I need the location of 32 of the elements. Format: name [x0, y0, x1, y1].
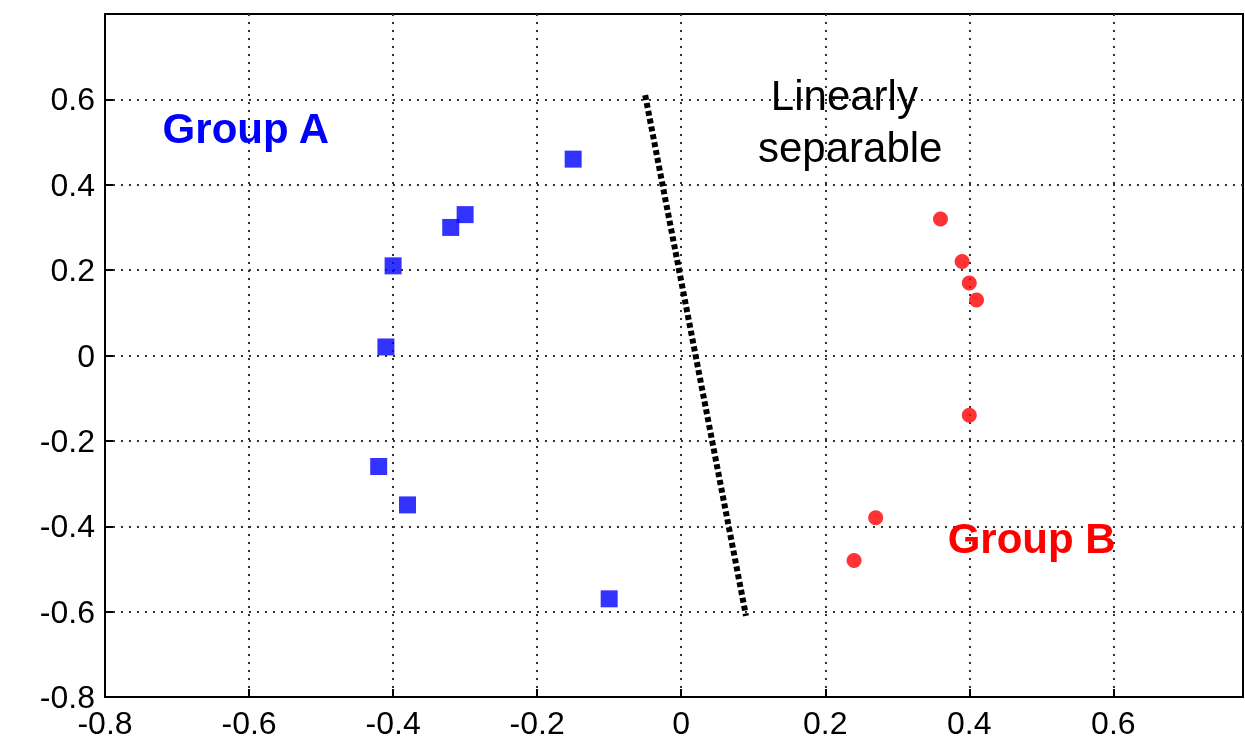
point	[564, 150, 582, 168]
point	[933, 211, 948, 227]
series-label: Group B	[947, 515, 1116, 563]
x-tick-label: -0.6	[221, 705, 277, 741]
y-tick-label: 0	[77, 337, 95, 374]
point	[384, 257, 402, 275]
text: Group A	[162, 105, 330, 153]
x-tick-label: -0.4	[365, 705, 421, 741]
y-tick-label: -0.6	[39, 593, 95, 630]
point	[600, 590, 618, 608]
point	[846, 552, 862, 568]
point	[969, 292, 985, 308]
point	[377, 338, 395, 356]
y-tick-label: -0.4	[39, 508, 95, 545]
point	[456, 206, 474, 224]
point	[370, 457, 388, 475]
point	[961, 407, 977, 423]
y-tick-label: 0.4	[50, 166, 95, 203]
annotation: Linearly separable	[757, 71, 943, 171]
x-tick-label: -0.2	[509, 705, 565, 741]
y-tick-label: -0.2	[39, 422, 95, 459]
point	[954, 254, 970, 270]
point	[961, 275, 977, 291]
y-tick-label: 0.2	[50, 252, 95, 289]
x-tick-label: 0.2	[803, 705, 848, 741]
point	[868, 510, 884, 526]
y-tick-label: 0.6	[50, 81, 95, 118]
x-tick-label: 0.4	[947, 705, 992, 741]
x-tick-label: 0.6	[1091, 705, 1136, 741]
point	[399, 496, 417, 514]
x-tick-label: 0	[672, 705, 691, 741]
point	[442, 218, 460, 236]
